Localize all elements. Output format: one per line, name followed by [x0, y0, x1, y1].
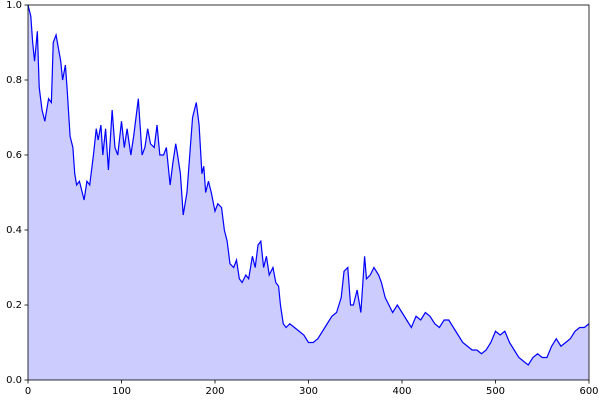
y-tick-label: 1.0: [6, 0, 22, 11]
x-tick-label: 400: [392, 386, 411, 397]
x-tick-label: 600: [579, 386, 598, 397]
x-tick-label: 100: [112, 386, 131, 397]
x-tick-label: 0: [25, 386, 31, 397]
y-tick-label: 0.0: [6, 375, 22, 386]
x-tick-label: 300: [299, 386, 318, 397]
y-tick-label: 0.2: [6, 300, 22, 311]
y-tick-label: 0.4: [6, 225, 22, 236]
y-tick-label: 0.8: [6, 75, 22, 86]
area-fill: [28, 5, 589, 380]
x-tick-label: 200: [205, 386, 224, 397]
x-tick-label: 500: [486, 386, 505, 397]
y-tick-label: 0.6: [6, 150, 22, 161]
line: [27, 4, 590, 366]
